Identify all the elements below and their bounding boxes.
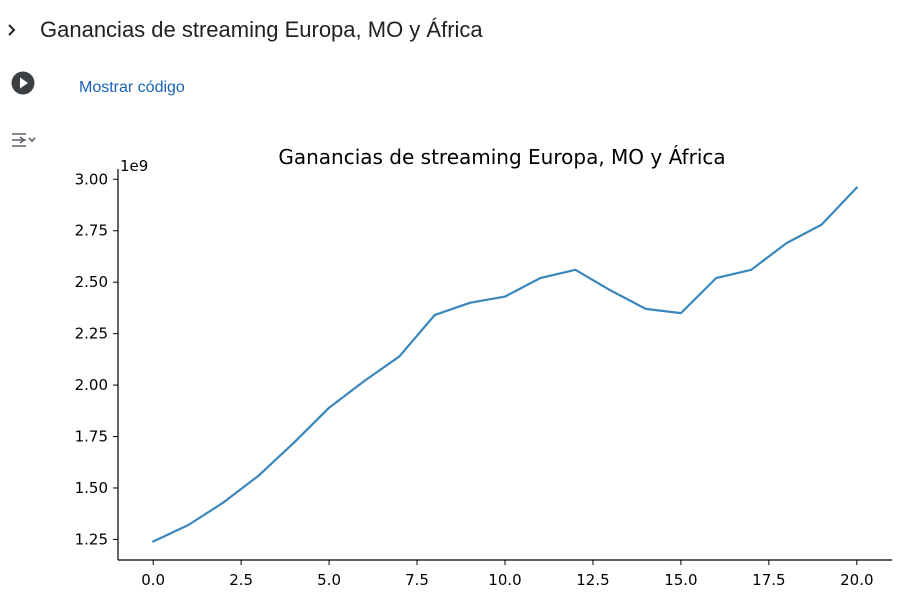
section-header: Ganancias de streaming Europa, MO y Áfri… <box>0 10 483 50</box>
data-point <box>785 241 788 245</box>
data-point <box>327 406 331 409</box>
x-tick-label: 7.5 <box>405 571 429 589</box>
x-tick-label: 17.5 <box>752 571 785 589</box>
y-tick-label: 2.25 <box>75 325 108 343</box>
data-point <box>820 223 823 226</box>
x-tick-label: 0.0 <box>141 571 165 589</box>
y-tick-label: 3.00 <box>75 170 108 188</box>
data-point <box>257 474 260 477</box>
x-tick-label: 10.0 <box>488 571 521 589</box>
y-tick-label: 1.50 <box>75 479 108 497</box>
data-point <box>855 186 858 189</box>
play-circle-icon <box>10 70 36 101</box>
x-tick-label: 2.5 <box>229 571 253 589</box>
x-tick-label: 5.0 <box>317 571 341 589</box>
show-code-link[interactable]: Mostrar código <box>79 79 185 96</box>
data-point <box>222 501 225 504</box>
y-tick-label: 2.50 <box>75 273 108 291</box>
data-point <box>714 276 718 280</box>
section-title: Ganancias de streaming Europa, MO y Áfri… <box>40 17 483 42</box>
data-point <box>539 276 542 280</box>
run-cell-button[interactable] <box>9 71 37 99</box>
data-point <box>574 268 577 271</box>
y-axis-offset-label: 1e9 <box>120 157 148 175</box>
output-toggle-icon <box>9 129 37 156</box>
chart-title: Ganancias de streaming Europa, MO y Áfri… <box>278 145 725 169</box>
output-toggle-button[interactable] <box>8 130 38 154</box>
data-point <box>433 314 436 317</box>
y-axis-ticks: 1.25 1.50 1.75 2.00 2.25 2.50 2.75 3.00 <box>75 170 118 548</box>
x-tick-label: 20.0 <box>840 571 873 589</box>
y-tick-label: 2.75 <box>75 222 108 240</box>
data-point <box>644 307 647 311</box>
line-chart: Ganancias de streaming Europa, MO y Áfri… <box>75 145 892 589</box>
data-point <box>292 441 296 444</box>
data-point <box>152 540 155 543</box>
data-point <box>750 268 753 271</box>
y-tick-label: 1.75 <box>75 428 108 446</box>
series-group <box>152 186 858 543</box>
data-point <box>609 289 612 292</box>
data-point <box>187 523 190 527</box>
data-point <box>468 301 471 304</box>
chart-container: Ganancias de streaming Europa, MO y Áfri… <box>50 135 898 607</box>
x-tick-label: 12.5 <box>576 571 609 589</box>
chevron-right-icon[interactable] <box>0 18 24 42</box>
data-point <box>679 311 683 315</box>
x-axis-ticks: 0.0 2.5 5.0 7.5 10.0 12.5 15.0 17.5 20.0 <box>141 560 874 589</box>
axes <box>117 169 892 561</box>
y-tick-label: 1.25 <box>75 530 108 548</box>
x-tick-label: 15.0 <box>664 571 697 589</box>
data-point <box>398 355 401 358</box>
series-line <box>152 186 858 543</box>
y-tick-label: 2.00 <box>75 376 108 394</box>
data-point <box>503 295 507 298</box>
data-point <box>363 379 366 383</box>
